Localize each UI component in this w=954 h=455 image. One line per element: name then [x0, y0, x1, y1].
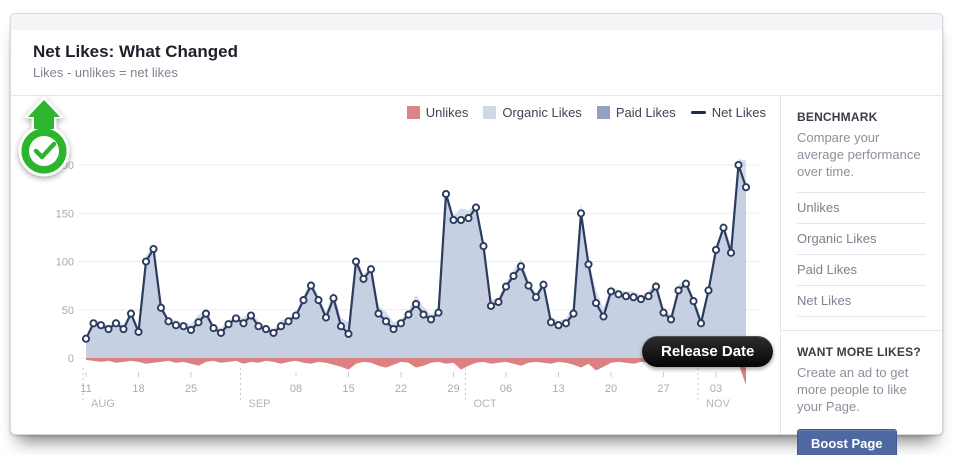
- svg-text:22: 22: [395, 383, 407, 395]
- net-likes-swatch: [690, 111, 706, 114]
- benchmark-item-unlikes[interactable]: Unlikes: [797, 192, 926, 223]
- card-body: Unlikes Organic Likes Paid Likes Net Likes …: [11, 96, 942, 455]
- svg-text:0: 0: [68, 353, 74, 365]
- card-top-strip: [11, 14, 942, 30]
- chart-legend: Unlikes Organic Likes Paid Likes Net Likes: [406, 105, 766, 120]
- legend-item-paid-likes[interactable]: Paid Likes: [596, 105, 676, 120]
- svg-text:100: 100: [56, 257, 74, 269]
- benchmark-list: Unlikes Organic Likes Paid Likes Net Likes: [797, 192, 926, 317]
- benchmark-item-paid-likes[interactable]: Paid Likes: [797, 254, 926, 285]
- sidebar-divider: [781, 330, 942, 331]
- svg-text:11: 11: [80, 383, 91, 395]
- svg-text:15: 15: [342, 383, 354, 395]
- legend-label: Organic Likes: [502, 105, 582, 120]
- svg-text:13: 13: [552, 383, 564, 395]
- benchmark-item-net-likes[interactable]: Net Likes: [797, 285, 926, 317]
- organic-likes-swatch: [483, 106, 497, 119]
- svg-text:50: 50: [62, 305, 74, 317]
- svg-text:NOV: NOV: [706, 398, 731, 410]
- unlikes-swatch: [406, 106, 420, 119]
- want-more-likes-title: WANT MORE LIKES?: [797, 345, 921, 359]
- svg-text:29: 29: [447, 383, 459, 395]
- checkmark-icon: [33, 141, 57, 160]
- svg-text:27: 27: [657, 383, 669, 395]
- svg-text:AUG: AUG: [91, 398, 115, 410]
- page-title: Net Likes: What Changed: [33, 42, 238, 61]
- svg-text:03: 03: [710, 383, 722, 395]
- release-date-tooltip: Release Date: [642, 336, 774, 367]
- legend-label: Unlikes: [425, 105, 469, 120]
- benchmark-description: Compare your average performance over ti…: [797, 130, 921, 179]
- svg-text:25: 25: [185, 383, 197, 395]
- svg-text:20: 20: [605, 383, 617, 395]
- want-more-likes-section: WANT MORE LIKES? Create an ad to get mor…: [797, 345, 926, 455]
- release-date-pin[interactable]: [11, 96, 77, 182]
- legend-item-organic-likes[interactable]: Organic Likes: [483, 105, 582, 120]
- svg-text:OCT: OCT: [474, 398, 498, 410]
- sidebar: BENCHMARK Compare your average performan…: [780, 96, 942, 455]
- svg-text:SEP: SEP: [249, 398, 271, 410]
- benchmark-title: BENCHMARK: [797, 110, 878, 124]
- checkmark-disc: [29, 136, 59, 166]
- svg-text:18: 18: [132, 383, 144, 395]
- legend-label: Paid Likes: [615, 105, 676, 120]
- paid-likes-swatch: [596, 106, 610, 119]
- want-more-likes-description: Create an ad to get more people to like …: [797, 365, 909, 414]
- card-header: Net Likes: What Changed Likes - unlikes …: [11, 30, 942, 96]
- chart-pane: Unlikes Organic Likes Paid Likes Net Likes …: [11, 96, 780, 434]
- page-subtitle: Likes - unlikes = net likes: [33, 65, 178, 80]
- svg-text:06: 06: [500, 383, 512, 395]
- svg-text:150: 150: [56, 208, 74, 220]
- legend-item-unlikes[interactable]: Unlikes: [406, 105, 469, 120]
- svg-text:08: 08: [290, 383, 302, 395]
- boost-page-button[interactable]: Boost Page: [797, 429, 897, 455]
- legend-item-net-likes[interactable]: Net Likes: [690, 105, 766, 120]
- legend-label: Net Likes: [711, 105, 766, 120]
- benchmark-section: BENCHMARK Compare your average performan…: [797, 110, 926, 317]
- insights-card: Net Likes: What Changed Likes - unlikes …: [10, 13, 943, 455]
- benchmark-item-organic-likes[interactable]: Organic Likes: [797, 223, 926, 254]
